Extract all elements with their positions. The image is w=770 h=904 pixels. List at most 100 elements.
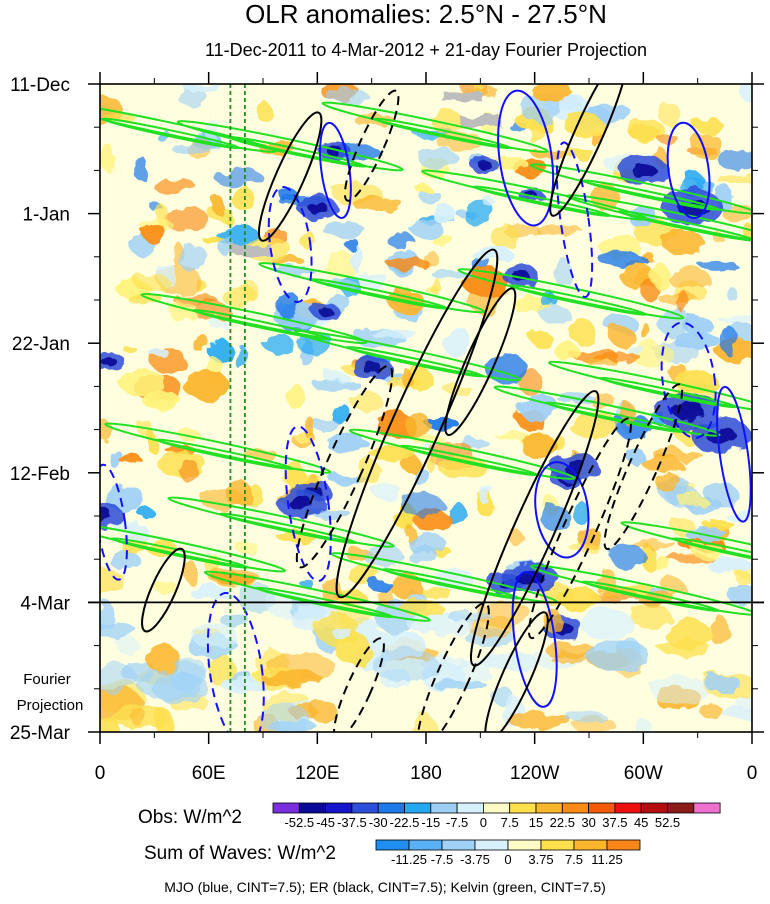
anomaly-patch	[652, 449, 702, 460]
legend-level-label: -30	[369, 815, 388, 830]
legend-swatch	[614, 802, 642, 814]
anomaly-patch	[371, 330, 418, 339]
y-tick-label: 12-Feb	[10, 464, 70, 485]
kelvin-contour	[671, 537, 752, 569]
anomaly-patch	[405, 545, 438, 564]
legend-level-label: -37.5	[337, 815, 367, 830]
legend-swatch	[325, 802, 353, 814]
kelvin-contour	[101, 117, 241, 150]
anomaly-patch	[100, 144, 116, 171]
anomaly-patch	[137, 506, 154, 518]
projection-patch	[221, 677, 262, 693]
anomaly-patch	[463, 199, 495, 228]
waves-legend: -11.25 -7.5 -3.75 0 3.75 7.5 11.25	[375, 839, 641, 867]
anomaly-patch	[568, 318, 595, 344]
projection-patch	[100, 663, 139, 694]
anomaly-patch	[673, 372, 719, 392]
reference-lines	[229, 84, 246, 732]
mjo-contour	[666, 121, 711, 220]
anomaly-patch	[720, 326, 738, 355]
convection-core	[307, 201, 328, 214]
anomaly-patch	[322, 223, 366, 237]
anomaly-patch	[183, 370, 230, 401]
anomaly-patch	[263, 333, 294, 355]
legend-level-label: -15	[421, 815, 440, 830]
kelvin-contour	[617, 210, 752, 242]
anomaly-patch	[610, 544, 646, 570]
projection-patch	[581, 608, 634, 641]
convection-core	[361, 361, 382, 374]
kelvin-contour	[581, 580, 721, 613]
legend-level-label: -7.5	[431, 852, 453, 867]
anomaly-patch	[299, 227, 312, 248]
anomaly-patch	[351, 244, 362, 273]
legend-level-label: 7.5	[565, 852, 583, 867]
anomaly-patch	[741, 84, 752, 105]
anomaly-patch	[726, 287, 739, 302]
legend-swatch	[404, 802, 432, 814]
legend-swatch	[408, 839, 443, 851]
mjo-contour	[100, 463, 128, 581]
er-contour	[469, 390, 600, 667]
projection-patch	[129, 707, 147, 726]
anomaly-patch	[657, 134, 678, 144]
anomaly-patch	[653, 557, 672, 571]
legend-swatch	[430, 802, 458, 814]
anomaly-patch	[413, 467, 430, 487]
kelvin-contour	[457, 268, 685, 320]
anomaly-patch	[430, 268, 473, 279]
kelvin-contour	[345, 345, 485, 378]
anomaly-patch	[214, 168, 264, 187]
projection-patch	[451, 660, 491, 684]
anomaly-patch	[418, 587, 453, 599]
mjo-contour	[284, 425, 332, 582]
anomaly-patch	[531, 84, 571, 103]
legend-level-label: 30	[581, 815, 595, 830]
convection-core	[289, 496, 314, 511]
anomaly-patch	[419, 189, 441, 204]
wave-contours	[100, 84, 752, 732]
anomaly-patch	[386, 257, 430, 271]
anomaly-patch	[236, 541, 259, 555]
er-contour	[141, 547, 186, 633]
anomaly-patch	[483, 198, 497, 207]
legend-swatch	[351, 802, 379, 814]
legend-level-label: -3.75	[460, 852, 490, 867]
x-tick-label: 60E	[192, 763, 226, 784]
kelvin-contour	[620, 521, 752, 573]
missing-data	[460, 116, 501, 127]
anomaly-patch	[105, 483, 143, 513]
convection-core	[672, 401, 705, 421]
anomaly-patch	[656, 471, 681, 494]
kelvin-contour	[472, 185, 612, 218]
legend-swatch	[561, 802, 589, 814]
legend-swatch	[640, 802, 668, 814]
projection-patch	[720, 705, 752, 720]
legend-level-label: 37.5	[602, 815, 627, 830]
anomaly-patch	[726, 585, 752, 604]
anomaly-patch	[431, 110, 464, 134]
anomaly-patch	[192, 333, 209, 354]
anomaly-patch	[572, 501, 589, 525]
kelvin-contour	[493, 385, 721, 437]
anomaly-patch	[446, 501, 467, 525]
anomaly-patch	[657, 102, 681, 125]
anomaly-patch	[429, 276, 441, 295]
anomaly-patch	[324, 434, 369, 452]
projection-patch	[370, 648, 439, 682]
mjo-contour	[555, 141, 594, 299]
anomaly-patch	[415, 184, 431, 193]
legend-level-label: 15	[529, 815, 543, 830]
anomaly-patch	[540, 505, 571, 532]
anomaly-patch	[699, 261, 738, 272]
projection-patch	[652, 675, 708, 707]
anomaly-patch	[651, 262, 669, 290]
convection-core	[476, 160, 491, 169]
anomaly-patch	[209, 338, 232, 364]
anomaly-patch	[312, 378, 362, 391]
legend-level-label: 3.75	[528, 852, 553, 867]
anomaly-patch	[186, 561, 198, 586]
legend-level-label: -22.5	[390, 815, 420, 830]
anomaly-patch	[402, 411, 430, 437]
projection-patch	[311, 699, 337, 724]
